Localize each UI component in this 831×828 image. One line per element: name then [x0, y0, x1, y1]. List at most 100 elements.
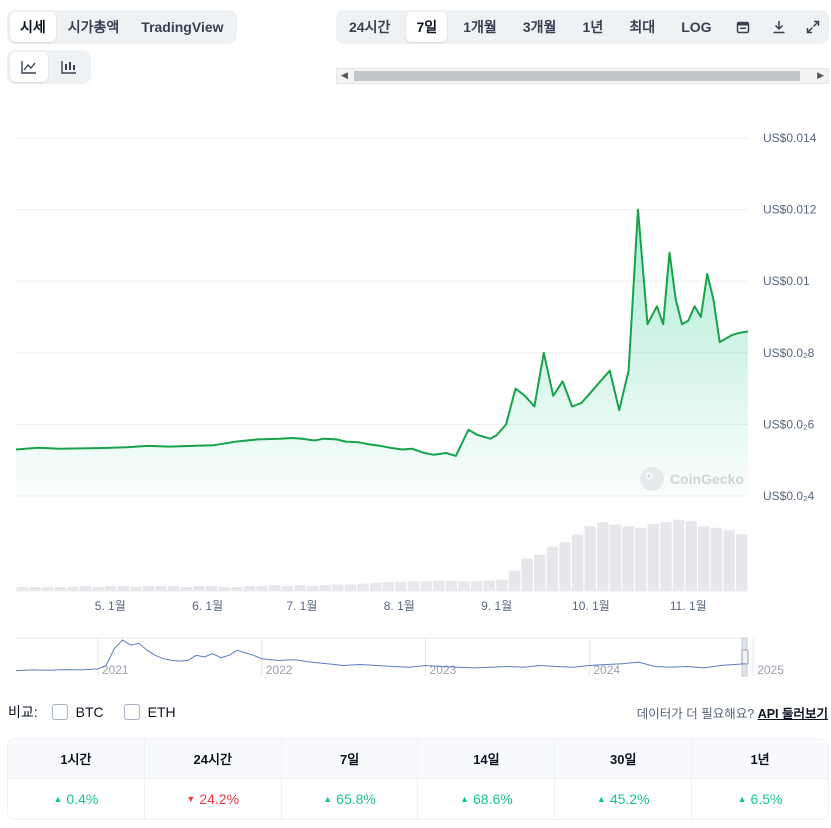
caret-up-icon: ▲	[596, 794, 606, 804]
volume-bar	[597, 522, 609, 591]
range-max[interactable]: 최대	[629, 19, 656, 35]
compare-eth-label: ETH	[147, 704, 176, 720]
caret-down-icon: ▼	[186, 794, 196, 804]
compare-btc[interactable]: BTC	[51, 704, 104, 720]
volume-bar	[584, 526, 596, 591]
perf-period: 1년	[692, 739, 828, 779]
navigator-line	[15, 639, 746, 672]
chart-style-toggle	[7, 50, 91, 84]
more-data: 데이터가 더 필요해요? API 둘러보기	[637, 703, 828, 722]
volume-bar	[698, 526, 710, 591]
perf-col: 1시간 ▲ 0.4%	[8, 739, 145, 819]
scroll-right-icon[interactable]: ▶	[817, 70, 824, 80]
volume-bar	[685, 521, 697, 591]
download-icon	[772, 20, 786, 34]
y-tick-label: US$0.0₂6	[763, 417, 815, 431]
scroll-left-icon[interactable]: ◀	[341, 70, 348, 80]
volume-bar	[243, 586, 256, 591]
volume-bar	[79, 586, 92, 591]
line-chart-button[interactable]	[10, 52, 48, 82]
volume-bar	[218, 587, 230, 591]
volume-bar	[92, 587, 104, 591]
volume-bar	[29, 587, 41, 591]
volume-bar	[571, 534, 584, 591]
api-link[interactable]: API 둘러보기	[757, 707, 828, 721]
volume-bar	[130, 587, 142, 591]
volume-bar	[231, 587, 243, 591]
volume-bar	[269, 585, 281, 591]
perf-value: ▲ 65.8%	[282, 779, 418, 819]
volume-bar	[117, 586, 129, 591]
range-24h[interactable]: 24시간	[349, 19, 391, 35]
chart-type-tabs: 시세 시가총액 TradingView	[7, 10, 237, 44]
x-tick-label: 9. 1월	[481, 599, 512, 613]
caret-up-icon: ▲	[737, 794, 747, 804]
compare-btc-label: BTC	[75, 704, 104, 720]
perf-value: ▼ 24.2%	[145, 779, 281, 819]
volume-bar	[205, 586, 218, 591]
scrollbar-thumb[interactable]	[354, 71, 800, 81]
range-scrollbar[interactable]: ◀ ▶	[336, 68, 829, 84]
perf-col: 24시간 ▼ 24.2%	[144, 739, 282, 819]
tab-market-cap[interactable]: 시가총액	[67, 19, 120, 35]
y-tick-label: US$0.0₂4	[763, 489, 815, 503]
volume-bar	[433, 580, 445, 591]
perf-col: 7일 ▲ 65.8%	[281, 739, 419, 819]
x-tick-label: 6. 1월	[192, 599, 223, 613]
navigator-year-label: 2024	[593, 663, 620, 677]
x-tick-label: 7. 1월	[286, 599, 317, 613]
volume-bar	[483, 580, 495, 591]
perf-col: 14일 ▲ 68.6%	[418, 739, 556, 819]
volume-bar	[407, 581, 420, 591]
volume-bar	[546, 546, 559, 592]
volume-bar	[16, 587, 28, 591]
expand-button[interactable]	[800, 12, 826, 42]
y-tick-label: US$0.01	[763, 274, 810, 288]
download-button[interactable]	[764, 12, 794, 42]
range-7d[interactable]: 7일	[406, 12, 448, 42]
calendar-button[interactable]	[728, 12, 758, 42]
volume-bar	[41, 587, 54, 591]
volume-bar	[344, 584, 357, 591]
calendar-icon	[736, 20, 750, 34]
navigator[interactable]: 2021 2022 2023 2024 2025	[15, 637, 784, 677]
volume-bar	[458, 581, 470, 591]
volume-bar	[445, 580, 458, 591]
perf-value-text: 24.2%	[199, 791, 240, 807]
range-log[interactable]: LOG	[681, 19, 712, 35]
candlestick-button[interactable]	[50, 52, 88, 82]
range-1y[interactable]: 1년	[582, 19, 604, 35]
volume-bar	[470, 581, 483, 591]
volume-bar	[647, 523, 659, 591]
btc-checkbox[interactable]	[51, 704, 68, 720]
line-chart-icon	[21, 60, 37, 74]
volume-bar	[306, 586, 319, 591]
tab-tradingview[interactable]: TradingView	[141, 19, 224, 35]
volume-bar	[142, 586, 155, 591]
compare-eth[interactable]: ETH	[123, 704, 176, 720]
volume-bar	[357, 583, 369, 591]
navigator-year-label: 2021	[102, 663, 129, 677]
volume-bar	[67, 587, 79, 591]
y-tick-label: US$0.012	[763, 203, 817, 217]
navigator-handle	[741, 649, 749, 665]
perf-value-text: 65.8%	[336, 791, 376, 807]
perf-value-text: 0.4%	[66, 791, 99, 807]
perf-value: ▲ 6.5%	[692, 779, 828, 819]
volume-bar	[104, 586, 117, 591]
coingecko-watermark: CoinGecko	[640, 467, 744, 491]
tab-price[interactable]: 시세	[10, 12, 56, 42]
perf-value: ▲ 68.6%	[418, 779, 554, 819]
price-chart[interactable]: US$0.014 US$0.012 US$0.01 US$0.0₂8 US$0.0₂6 U…	[0, 0, 831, 700]
volume-bar	[54, 587, 66, 591]
range-3m[interactable]: 3개월	[522, 19, 557, 35]
volume-bar	[736, 534, 748, 591]
volume-bar	[508, 570, 521, 592]
caret-up-icon: ▲	[323, 794, 333, 804]
range-1m[interactable]: 1개월	[463, 19, 497, 35]
range-tabs: 24시간 7일 1개월 3개월 1년 최대 LOG	[336, 10, 829, 44]
perf-period: 7일	[281, 739, 418, 779]
volume-bar	[521, 558, 533, 591]
perf-value-text: 68.6%	[473, 791, 513, 807]
eth-checkbox[interactable]	[123, 704, 140, 720]
